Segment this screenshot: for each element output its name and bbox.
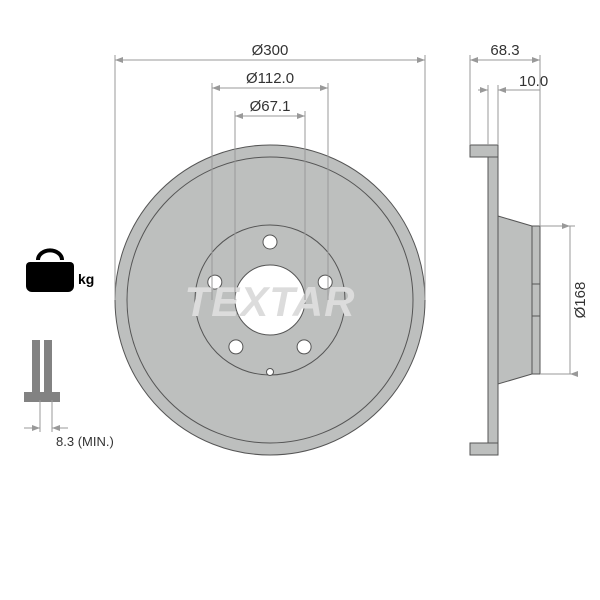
weight-badge: 5.2 kg <box>26 250 94 292</box>
svg-text:68.3: 68.3 <box>490 42 519 59</box>
svg-text:Ø168: Ø168 <box>572 282 589 319</box>
svg-text:10.0: 10.0 <box>519 73 548 90</box>
min-thickness-value: 8.3 <box>56 434 74 449</box>
svg-text:5.2: 5.2 <box>40 269 60 285</box>
min-thickness-suffix: (MIN.) <box>78 434 114 449</box>
bolt-hole <box>297 340 311 354</box>
gauge-icon <box>24 340 60 402</box>
dimension-hat-width: 68.3 <box>470 42 540 226</box>
weight-unit: kg <box>78 271 94 287</box>
min-thickness-gauge: 8.3 (MIN.) <box>24 340 114 449</box>
disc-side-view <box>470 145 540 455</box>
weight-icon: 5.2 <box>26 250 74 292</box>
dimension-plate-width: 10.0 <box>478 73 548 145</box>
bolt-hole <box>263 235 277 249</box>
svg-text:Ø67.1: Ø67.1 <box>250 98 291 115</box>
brand-watermark: TEXTAR <box>185 278 356 325</box>
dimension-hat-height: Ø168 <box>540 226 589 374</box>
svg-text:Ø112.0: Ø112.0 <box>246 70 294 87</box>
svg-text:Ø300: Ø300 <box>252 42 289 59</box>
svg-text:8.3 (MIN.): 8.3 (MIN.) <box>56 434 114 449</box>
indexing-hole <box>267 369 274 376</box>
bolt-hole <box>229 340 243 354</box>
